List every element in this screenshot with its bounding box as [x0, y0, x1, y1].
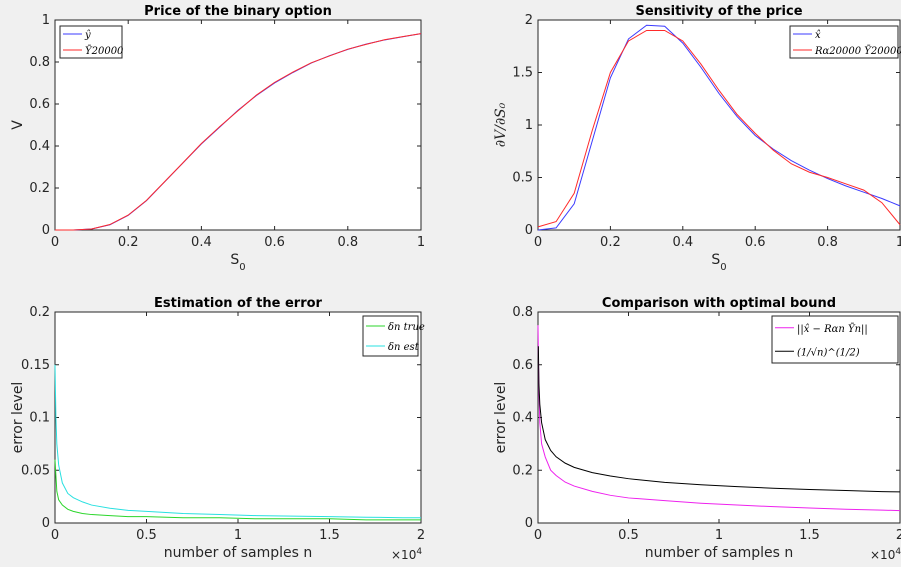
chart-title: Sensitivity of the price	[635, 4, 802, 19]
axis-multiplier: ×104	[391, 547, 422, 562]
legend-box	[789, 25, 899, 59]
y-tick-label: 0.6	[29, 97, 50, 112]
legend-entry: Ȳ20000	[85, 45, 124, 57]
y-tick-label: 0.2	[512, 463, 533, 478]
legend-box	[362, 315, 419, 357]
y-axis-label: V	[10, 120, 26, 130]
chart-panel-3: 0 0.5 1 1.5 2 0 0.05 0.1 0.15 0.2 Estimation of th…	[10, 296, 425, 562]
y-tick-label: 0.4	[29, 139, 50, 154]
x-tick-label: 0	[51, 235, 59, 250]
chart-title: Estimation of the error	[154, 296, 322, 311]
legend-box	[59, 25, 123, 59]
series-line-2	[537, 30, 901, 228]
x-tick-label: 1	[417, 235, 425, 250]
y-tick-label: 0.2	[29, 305, 50, 320]
x-axis-label: number of samples n	[645, 545, 794, 561]
x-tick-label: 0	[534, 528, 542, 543]
legend: δn true δn est	[362, 315, 425, 357]
y-tick-label: 0.5	[512, 171, 533, 186]
series-line-2	[537, 346, 901, 493]
x-tick-label: 0.2	[600, 235, 621, 250]
x-tick-label: 0.5	[136, 528, 157, 543]
x-tick-label: 2	[417, 528, 425, 543]
chart-panel-1: 0 0.2 0.4 0.6 0.8 1 0 0.2 0.4 0.6 0.8 1 Price of the…	[10, 4, 425, 273]
x-tick-label: 0.8	[817, 235, 838, 250]
y-tick-label: 0	[525, 223, 533, 238]
x-axis-label: S0	[711, 252, 726, 273]
legend-entry: δn est	[388, 342, 420, 353]
y-tick-label: 0.6	[512, 358, 533, 373]
x-tick-label: 1.5	[799, 528, 820, 543]
y-tick-label: 0.8	[29, 55, 50, 70]
y-tick-label: 0	[525, 516, 533, 531]
series-line-2	[55, 33, 422, 231]
x-tick-label: 1	[896, 235, 901, 250]
legend-entry: (1/√n)^(1/2)	[797, 347, 860, 358]
x-tick-label: 0.4	[191, 235, 212, 250]
legend-entry: Rα20000 Ȳ20000	[814, 45, 901, 57]
axis-multiplier: ×104	[870, 547, 901, 562]
y-tick-label: 0.8	[512, 305, 533, 320]
y-tick-label: 0.4	[512, 411, 533, 426]
legend-entry: δn true	[388, 322, 425, 333]
y-tick-label: 1.5	[512, 66, 533, 81]
y-tick-label: 0.05	[21, 463, 50, 478]
series-line-1	[54, 459, 421, 521]
chart-panel-2: 0 0.2 0.4 0.6 0.8 1 0 0.5 1 1.5 2 Sensitivity of th…	[493, 4, 901, 273]
y-tick-label: 1	[42, 13, 50, 28]
chart-title: Comparison with optimal bound	[602, 296, 836, 311]
y-tick-label: 0.1	[29, 411, 50, 426]
x-tick-label: 0.6	[745, 235, 766, 250]
y-tick-label: 0.2	[29, 181, 50, 196]
y-tick-label: 1	[525, 118, 533, 133]
legend-entry: ||x̂ − Rαn Ȳn||	[797, 323, 868, 335]
chart-title: Price of the binary option	[144, 4, 332, 19]
y-tick-label: 2	[525, 13, 533, 28]
x-tick-label: 0	[534, 235, 542, 250]
x-tick-label: 0	[51, 528, 59, 543]
y-axis-label: error level	[493, 382, 509, 454]
y-axis-label: ∂V/∂S₀	[493, 102, 509, 147]
x-tick-label: 2	[896, 528, 901, 543]
y-axis-label: error level	[10, 382, 26, 454]
legend: ||x̂ − Rαn Ȳn|| (1/√n)^(1/2)	[771, 315, 899, 364]
x-tick-label: 1.5	[319, 528, 340, 543]
y-tick-label: 0	[42, 223, 50, 238]
x-tick-label: 0.2	[118, 235, 139, 250]
chart-panel-4: 0 0.5 1 1.5 2 0 0.2 0.4 0.6 0.8 Comparison with op…	[493, 296, 901, 562]
legend-box	[771, 315, 899, 364]
x-tick-label: 0.4	[672, 235, 693, 250]
y-tick-label: 0	[42, 516, 50, 531]
x-tick-label: 0.8	[337, 235, 358, 250]
x-axis-label: number of samples n	[164, 545, 313, 561]
legend: ŷ Ȳ20000	[59, 25, 124, 59]
series-line-2	[54, 364, 421, 519]
series-line-1	[537, 325, 901, 512]
x-axis-label: S0	[230, 252, 245, 273]
x-tick-label: 0.5	[618, 528, 639, 543]
x-tick-label: 1	[234, 528, 242, 543]
legend-entry: x̂	[815, 30, 821, 41]
series-line-1	[537, 24, 901, 231]
legend: x̂ Rα20000 Ȳ20000	[789, 25, 901, 59]
x-tick-label: 0.6	[264, 235, 285, 250]
legend-entry: ŷ	[84, 30, 91, 41]
y-tick-label: 0.15	[21, 358, 50, 373]
x-tick-label: 1	[715, 528, 723, 543]
